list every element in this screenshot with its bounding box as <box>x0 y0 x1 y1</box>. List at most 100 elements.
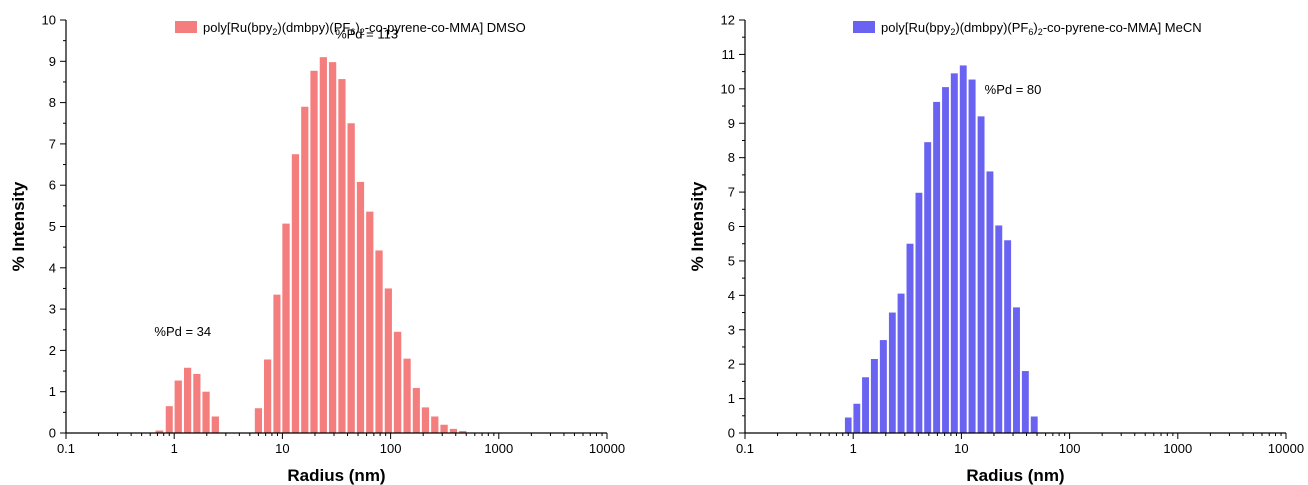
y-tick-label: 0 <box>728 426 735 441</box>
bar <box>870 359 878 433</box>
annotation-label: %Pd = 34 <box>154 324 211 339</box>
x-tick-label: 100 <box>1059 441 1081 456</box>
bar <box>384 288 392 433</box>
axes: 0.1 1 10 100 1000 10000 0 1 2 3 4 5 6 7 8 9 10 <box>42 13 626 457</box>
y-tick-label: 9 <box>728 116 735 131</box>
bar <box>412 387 420 433</box>
bar <box>273 294 281 433</box>
bar <box>897 293 905 433</box>
bar <box>183 367 192 433</box>
y-tick-label: 2 <box>728 357 735 372</box>
bar <box>155 430 164 433</box>
bar <box>995 225 1003 433</box>
bar <box>862 377 869 433</box>
bar <box>193 373 201 433</box>
chart-mecn: 0.1 1 10 100 1000 100000123456789101112Radius… <box>688 13 1304 485</box>
bar <box>282 223 290 433</box>
annotation-label: %Pd = 113 <box>335 27 398 42</box>
y-tick-label: 12 <box>721 13 735 28</box>
bar <box>165 406 173 433</box>
y-tick-label: 4 <box>728 288 735 303</box>
bar <box>915 192 923 433</box>
y-tick-label: 6 <box>728 219 735 234</box>
bar <box>959 65 967 434</box>
bar <box>393 331 402 433</box>
legend-swatch <box>175 21 197 33</box>
y-tick-label: 9 <box>49 54 56 69</box>
bar <box>879 340 887 433</box>
bar <box>844 417 852 433</box>
x-tick-label: 0.1 <box>57 441 75 456</box>
legend-swatch <box>853 21 875 33</box>
y-tick-label: 8 <box>49 95 56 110</box>
bar <box>449 428 458 433</box>
x-tick-label: 10000 <box>1268 441 1304 456</box>
y-tick-label: 7 <box>728 185 735 200</box>
bar <box>310 70 318 434</box>
y-tick-label: 10 <box>721 81 735 96</box>
annotation-label: %Pd = 80 <box>985 82 1042 97</box>
y-tick-label: 2 <box>49 343 56 358</box>
bar <box>202 391 210 433</box>
legend: poly[Ru(bpy2)(dmbpy)(PF6)2-co-pyrene-co-… <box>853 20 1202 37</box>
x-tick-label: 1000 <box>1163 441 1192 456</box>
y-tick-label: 4 <box>49 260 56 275</box>
bar <box>906 243 914 433</box>
bar <box>1013 307 1020 433</box>
bar <box>888 312 896 433</box>
bar <box>924 142 932 433</box>
x-tick-label: 10000 <box>589 441 625 456</box>
bar <box>356 181 365 433</box>
bars <box>155 57 467 434</box>
bar <box>950 73 958 433</box>
bar <box>986 171 994 433</box>
x-tick-label: 1 <box>850 441 857 456</box>
y-axis-title: % Intensity <box>9 181 28 271</box>
bar <box>1030 416 1038 433</box>
x-tick-label: 10 <box>954 441 968 456</box>
bar <box>319 57 327 434</box>
bar <box>263 359 272 433</box>
y-tick-label: 11 <box>722 47 736 62</box>
bar <box>968 79 976 433</box>
y-tick-label: 1 <box>49 384 56 399</box>
chart-dmso: 0.1 1 10 100 1000 10000 0 1 2 3 4 5 6 7 8 9 10 Radius (nm… <box>9 13 625 485</box>
x-axis-title: Radius (nm) <box>966 466 1064 485</box>
y-tick-label: 0 <box>49 426 56 441</box>
legend-label: poly[Ru(bpy2)(dmbpy)(PF6)2-co-pyrene-co-… <box>203 20 526 37</box>
bar <box>291 154 300 433</box>
bar <box>338 79 346 433</box>
bar <box>1021 371 1029 433</box>
bar <box>301 106 309 433</box>
x-tick-label: 100 <box>380 441 402 456</box>
bar <box>328 62 337 433</box>
y-tick-label: 3 <box>728 322 735 337</box>
y-tick-label: 10 <box>42 13 56 28</box>
bar <box>977 116 985 434</box>
bar <box>254 408 262 433</box>
bar <box>174 380 182 433</box>
y-tick-label: 5 <box>728 253 735 268</box>
y-tick-label: 5 <box>49 219 56 234</box>
bar <box>440 424 448 433</box>
bar <box>421 407 430 433</box>
bar <box>933 101 941 433</box>
bar <box>942 87 949 434</box>
bar <box>1004 240 1012 433</box>
legend-label: poly[Ru(bpy2)(dmbpy)(PF6)2-co-pyrene-co-… <box>881 20 1202 37</box>
y-tick-label: 8 <box>728 150 735 165</box>
y-tick-label: 3 <box>49 302 56 317</box>
y-tick-label: 7 <box>49 136 56 151</box>
x-axis-title: Radius (nm) <box>287 466 385 485</box>
x-tick-label: 10 <box>275 441 289 456</box>
legend: poly[Ru(bpy2)(dmbpy)(PF6)2-co-pyrene-co-… <box>175 20 526 37</box>
bar <box>853 403 861 433</box>
bar <box>403 358 411 433</box>
y-tick-label: 6 <box>49 178 56 193</box>
bar <box>459 430 467 433</box>
bar <box>375 250 383 433</box>
bar <box>211 416 219 433</box>
y-tick-label: 1 <box>728 391 735 406</box>
y-axis-title: % Intensity <box>688 181 707 271</box>
